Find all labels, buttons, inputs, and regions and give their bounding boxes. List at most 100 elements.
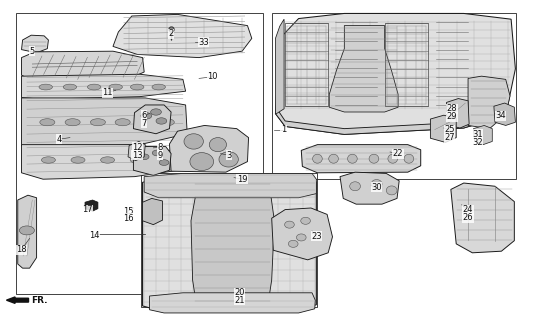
Circle shape — [151, 109, 161, 115]
Ellipse shape — [371, 180, 382, 188]
Polygon shape — [133, 105, 171, 134]
Bar — [16, 13, 263, 294]
Ellipse shape — [109, 84, 122, 90]
Circle shape — [159, 160, 169, 165]
Text: 22: 22 — [393, 149, 404, 158]
Bar — [141, 173, 317, 307]
Text: 9: 9 — [158, 151, 163, 160]
Ellipse shape — [288, 240, 298, 247]
Text: 25: 25 — [444, 125, 455, 134]
Text: 24: 24 — [463, 205, 473, 214]
Ellipse shape — [39, 84, 53, 90]
Text: 20: 20 — [234, 288, 245, 297]
Ellipse shape — [386, 186, 397, 195]
Text: 27: 27 — [444, 133, 455, 142]
Text: 10: 10 — [207, 72, 218, 81]
Text: 13: 13 — [132, 151, 143, 160]
Text: 29: 29 — [447, 112, 457, 121]
Polygon shape — [22, 74, 186, 99]
Ellipse shape — [138, 119, 153, 126]
Ellipse shape — [130, 157, 144, 163]
Ellipse shape — [41, 157, 55, 163]
Ellipse shape — [219, 152, 238, 167]
Ellipse shape — [65, 119, 80, 126]
Polygon shape — [18, 195, 37, 268]
Ellipse shape — [296, 234, 306, 241]
Circle shape — [152, 150, 162, 156]
Ellipse shape — [348, 154, 357, 163]
Text: 21: 21 — [234, 296, 245, 305]
Text: 31: 31 — [472, 130, 483, 139]
Ellipse shape — [71, 157, 85, 163]
Polygon shape — [191, 177, 274, 310]
Polygon shape — [22, 51, 144, 82]
Polygon shape — [150, 293, 315, 313]
Polygon shape — [272, 208, 332, 260]
Text: 18: 18 — [16, 245, 27, 254]
Polygon shape — [451, 183, 514, 253]
Polygon shape — [275, 19, 284, 114]
Text: 4: 4 — [56, 135, 62, 144]
Ellipse shape — [285, 221, 294, 228]
Ellipse shape — [388, 154, 398, 163]
Text: 30: 30 — [371, 183, 382, 192]
Ellipse shape — [350, 182, 360, 191]
Polygon shape — [430, 115, 456, 142]
Text: 34: 34 — [495, 111, 506, 120]
Polygon shape — [144, 173, 316, 198]
Text: 32: 32 — [472, 138, 483, 147]
Polygon shape — [329, 26, 398, 112]
Ellipse shape — [301, 217, 310, 224]
Polygon shape — [143, 198, 162, 225]
Circle shape — [139, 154, 149, 160]
Bar — [285, 23, 328, 106]
Polygon shape — [133, 147, 171, 175]
Circle shape — [156, 118, 167, 124]
Ellipse shape — [152, 84, 165, 90]
Polygon shape — [494, 103, 515, 125]
Polygon shape — [22, 35, 48, 53]
Text: 14: 14 — [89, 231, 100, 240]
Polygon shape — [128, 141, 145, 161]
Ellipse shape — [63, 84, 76, 90]
Text: 15: 15 — [123, 207, 133, 216]
Polygon shape — [22, 145, 183, 179]
Ellipse shape — [101, 157, 115, 163]
Text: 16: 16 — [123, 214, 133, 223]
Text: 26: 26 — [463, 213, 473, 222]
Ellipse shape — [157, 157, 171, 163]
Circle shape — [19, 226, 34, 235]
Polygon shape — [447, 99, 469, 128]
FancyArrow shape — [6, 297, 29, 303]
Ellipse shape — [404, 154, 414, 163]
Ellipse shape — [313, 154, 322, 163]
Text: 19: 19 — [237, 175, 247, 184]
Text: 17: 17 — [82, 205, 93, 214]
Ellipse shape — [159, 119, 174, 126]
Polygon shape — [143, 175, 316, 310]
Polygon shape — [473, 125, 492, 145]
Text: 12: 12 — [132, 143, 143, 152]
Ellipse shape — [87, 84, 101, 90]
Text: 5: 5 — [30, 47, 35, 56]
Polygon shape — [22, 98, 187, 148]
Ellipse shape — [190, 153, 214, 171]
Ellipse shape — [209, 138, 226, 152]
Text: 2: 2 — [168, 29, 174, 38]
Ellipse shape — [184, 134, 203, 149]
Text: 28: 28 — [447, 104, 457, 113]
Polygon shape — [468, 76, 510, 129]
Ellipse shape — [130, 84, 144, 90]
Ellipse shape — [369, 154, 379, 163]
Polygon shape — [113, 14, 252, 58]
Text: 33: 33 — [198, 38, 209, 47]
Ellipse shape — [40, 119, 55, 126]
Ellipse shape — [90, 119, 105, 126]
Polygon shape — [340, 172, 399, 204]
Text: 7: 7 — [141, 119, 147, 128]
Polygon shape — [301, 145, 421, 173]
Polygon shape — [275, 13, 515, 134]
Ellipse shape — [115, 119, 130, 126]
Polygon shape — [275, 108, 510, 134]
Bar — [272, 13, 516, 179]
